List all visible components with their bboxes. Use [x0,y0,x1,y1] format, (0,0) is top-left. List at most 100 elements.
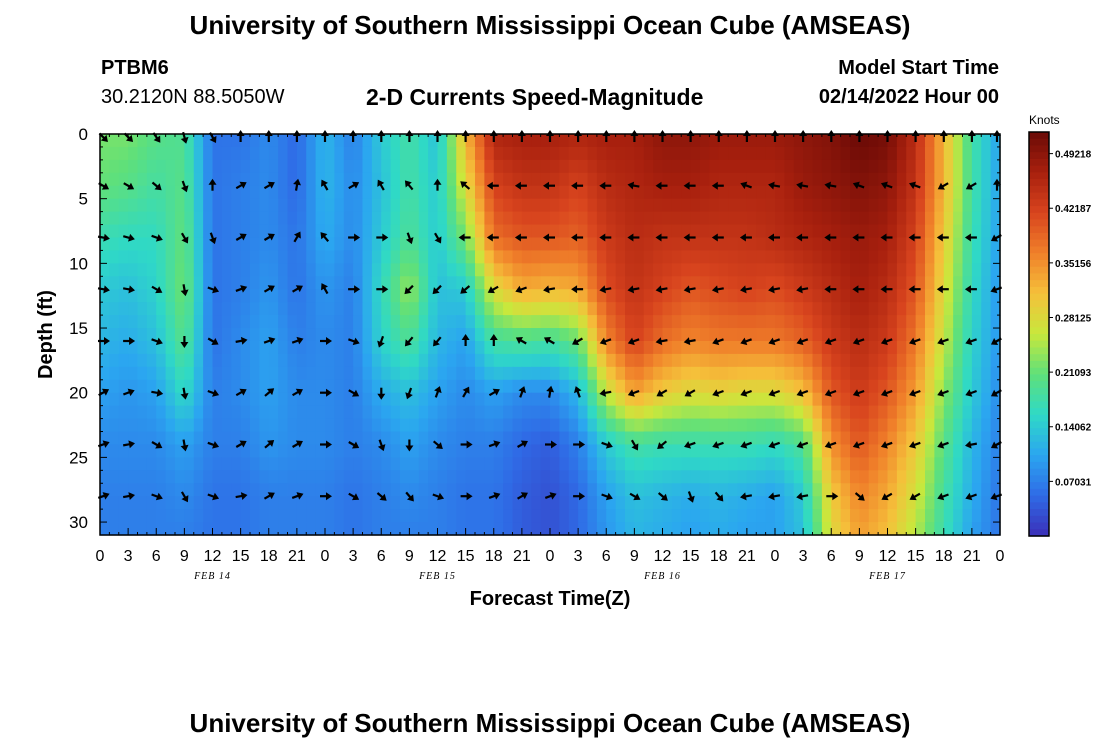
heatmap-cell [962,328,973,342]
heatmap-cell [671,302,682,316]
heatmap-cell [137,276,148,290]
heatmap-cell [812,366,823,381]
heatmap-cell [634,509,645,523]
heatmap-cell [643,172,654,187]
heatmap-cell [709,146,720,161]
heatmap-cell [278,379,289,394]
heatmap-cell [362,418,373,433]
heatmap-cell [259,134,270,148]
heatmap-cell [896,392,907,407]
arrow-head [605,492,613,501]
heatmap-cell [934,211,945,226]
heatmap-cell [287,276,298,290]
heatmap-cell [512,418,523,433]
heatmap-cell [175,276,185,290]
heatmap-cell [128,470,139,484]
heatmap-cell [662,315,673,329]
heatmap-cell [728,392,739,407]
heatmap-cell [268,172,279,187]
heatmap-cell [953,224,964,239]
heatmap-cell [484,457,495,471]
heatmap-cell [915,315,926,329]
heatmap-cell [231,302,242,316]
heatmap-cell [325,431,335,446]
x-tick-label: 6 [152,548,161,565]
heatmap-cell [146,237,157,252]
heatmap-cell [887,392,898,407]
heatmap-cell [615,224,626,239]
heatmap-cell [371,483,382,497]
heatmap-cell [409,483,420,497]
heatmap-cell [493,470,504,484]
heatmap-cell [278,418,289,433]
heatmap-cell [728,211,739,226]
heatmap-cell [437,185,448,200]
heatmap-cell [193,509,204,523]
heatmap-cell [371,185,382,200]
heatmap-cell [512,146,523,161]
current-arrow [627,389,640,397]
heatmap-cell [259,211,270,226]
heatmap-cell [156,250,167,264]
heatmap-cell [100,224,110,239]
heatmap-cell [503,470,514,484]
arrow-head [990,441,999,449]
arrow-head [852,441,860,449]
arrow-head [492,388,500,396]
heatmap-cell [765,353,776,368]
heatmap-cell [746,289,757,303]
current-arrow [768,337,781,346]
heatmap-cell [578,159,589,174]
heatmap-cell [606,418,617,433]
heatmap-cell [531,444,542,458]
heatmap-cell [521,431,532,446]
heatmap-cell [250,276,260,290]
heatmap-cell [962,159,973,174]
heatmap-cell [671,134,682,148]
heatmap-cell [606,224,617,239]
heatmap-cell [887,353,898,368]
current-arrow [880,441,893,449]
heatmap-cell [493,146,504,161]
heatmap-cell [625,211,635,226]
heatmap-cell [118,457,129,471]
arrow-head [712,337,720,346]
heatmap-cell [118,405,129,420]
heatmap-cell [700,340,710,355]
heatmap-cell [887,340,898,355]
heatmap-cell [981,483,992,497]
heatmap-cell [203,224,214,239]
heatmap-cell [831,431,842,446]
heatmap-cell [803,431,814,446]
heatmap-cell [962,276,973,290]
heatmap-cell [268,224,279,239]
heatmap-cell [268,211,279,226]
heatmap-cell [109,496,120,510]
heatmap-cell [803,237,814,252]
heatmap-cell [268,263,279,277]
heatmap-cell [990,353,1001,368]
heatmap-cell [550,340,560,355]
heatmap-cell [756,185,767,200]
heatmap-cell [915,405,926,420]
heatmap-cell [671,198,682,213]
heatmap-cell [653,134,664,148]
heatmap-cell [568,211,579,226]
heatmap-cell [503,522,514,536]
heatmap-cell [156,315,167,329]
heatmap-cell [653,353,664,368]
heatmap-cell [915,379,926,394]
heatmap-cell [653,289,664,303]
heatmap-cell [156,302,167,316]
heatmap-cell [381,366,392,381]
heatmap-cell [540,172,551,187]
heatmap-cell [212,444,223,458]
heatmap-cell [700,522,710,536]
heatmap-cell [315,431,326,446]
heatmap-cell [306,379,317,394]
heatmap-cell [896,237,907,252]
heatmap-cell [325,328,335,342]
heatmap-cell [259,496,270,510]
heatmap-cell [906,146,917,161]
heatmap-cell [737,496,748,510]
